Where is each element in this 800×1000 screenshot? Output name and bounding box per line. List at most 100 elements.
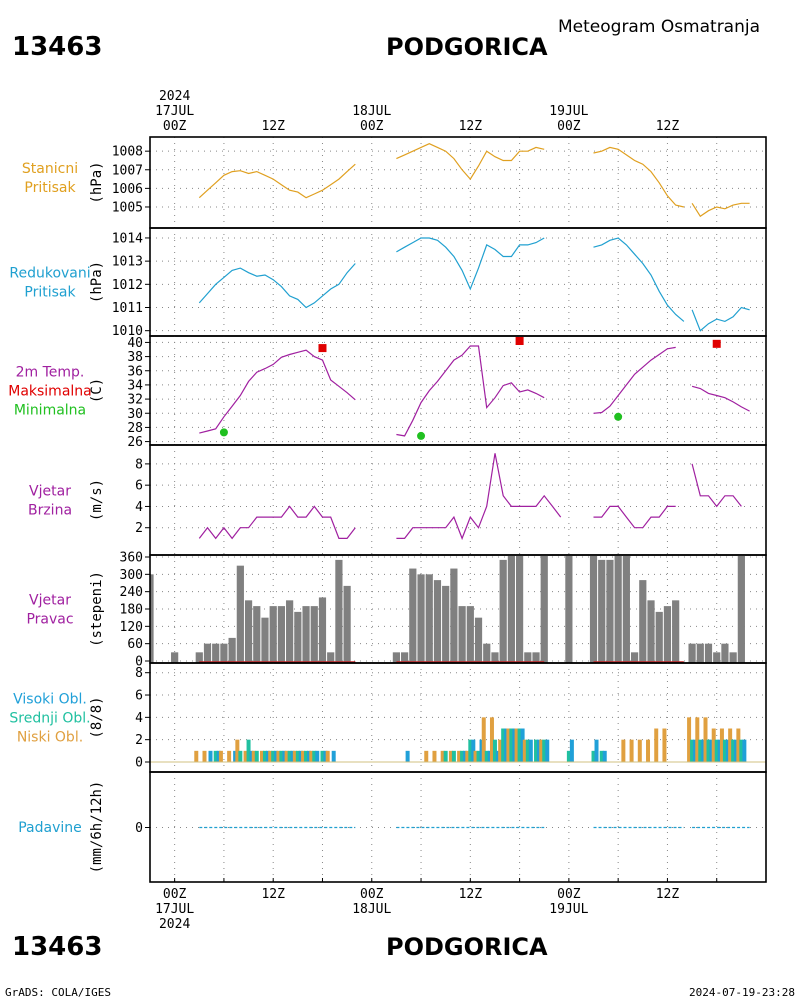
series-line-wind_speed	[691, 463, 742, 508]
cloud-bar	[287, 750, 292, 762]
y-tick-label: 38	[127, 350, 143, 365]
cloud-bar	[525, 739, 530, 762]
top-time-label: 00Z	[163, 119, 187, 134]
y-axis-label: (m/s)	[89, 479, 105, 521]
cloud-bar	[489, 717, 494, 762]
tmax-marker	[515, 337, 524, 345]
wind-direction-bar	[392, 652, 400, 663]
series-line-wind_speed	[198, 505, 356, 540]
top-time-label: 12Z	[459, 119, 483, 134]
series-line-station_pressure	[396, 143, 545, 181]
y-tick-label: 32	[127, 393, 143, 408]
panel-label: Vjetar	[29, 484, 71, 500]
cloud-bar	[292, 750, 297, 762]
cloud-bar	[243, 750, 248, 762]
y-tick-label: 1012	[112, 278, 143, 293]
cloud-bar	[238, 750, 243, 762]
wind-direction-bar	[442, 585, 450, 663]
station-id-bottom: 13463	[12, 932, 102, 962]
cloud-bar	[216, 750, 221, 762]
y-axis-label: (C)	[89, 378, 105, 403]
panel-frame	[149, 335, 767, 446]
y-tick-label: 2	[135, 733, 143, 748]
cloud-bar	[602, 750, 607, 762]
y-axis-label: (hPa)	[89, 161, 105, 203]
y-tick-label: 26	[127, 435, 143, 450]
panel-frame	[149, 444, 767, 556]
plot-area-clouds	[150, 717, 766, 763]
tmin-marker	[614, 412, 623, 421]
wind-direction-bar	[466, 606, 474, 663]
wind-direction-bar	[655, 611, 663, 663]
cloud-bar	[742, 739, 747, 762]
cloud-bar	[424, 750, 429, 762]
y-tick-label: 1005	[112, 200, 143, 215]
cloud-bar	[320, 750, 325, 762]
bottom-time-label: 18JUL	[352, 902, 391, 917]
y-tick-label: 60	[127, 637, 143, 652]
cloud-bar	[249, 750, 254, 762]
panel-station_pressure: 1005 1006 1007 1008 (hPa) Stanicni Pritisak	[22, 136, 767, 229]
y-tick-label: 40	[127, 336, 143, 351]
cloud-bar	[309, 750, 314, 762]
station-id-top: 13463	[12, 32, 102, 62]
panel-label: Pritisak	[24, 285, 76, 301]
cloud-bar	[725, 739, 730, 762]
wind-direction-bar	[532, 652, 540, 663]
y-tick-label: 120	[120, 620, 143, 635]
y-tick-label: 1010	[112, 324, 143, 339]
y-axis-label: (mm/6h/12h)	[89, 781, 105, 874]
cloud-bar	[739, 739, 744, 762]
panel-label: Stanicni	[22, 161, 78, 177]
wind-direction-bar	[327, 652, 335, 663]
top-time-label: 00Z	[557, 119, 581, 134]
y-tick-label: 34	[127, 378, 143, 393]
wind-direction-bar	[524, 652, 532, 663]
wind-direction-bar	[310, 606, 318, 663]
cloud-bar	[512, 728, 517, 762]
cloud-bar	[514, 728, 519, 762]
cloud-bar	[566, 750, 571, 762]
y-axis-label: (stepeni)	[89, 571, 105, 647]
cloud-bar	[194, 750, 199, 762]
panel-label: Pritisak	[24, 180, 76, 196]
wind-direction-bar	[721, 643, 729, 663]
cloud-bar	[271, 750, 276, 762]
panel-label: Srednji Obl.	[9, 711, 90, 727]
y-tick-label: 1006	[112, 182, 143, 197]
cloud-bar	[315, 750, 320, 762]
cloud-bar	[465, 750, 470, 762]
plot-area-wind_direction	[150, 555, 745, 663]
wind-direction-bar	[343, 585, 351, 663]
wind-direction-bar	[253, 606, 261, 663]
wind-direction-bar	[261, 617, 269, 663]
wind-direction-bar	[474, 617, 483, 663]
cloud-bar	[517, 728, 522, 762]
cloud-bar	[731, 739, 736, 762]
cloud-bar	[722, 739, 727, 762]
plot-area-temperature	[199, 345, 750, 437]
series-line-reduced_pressure	[396, 237, 545, 291]
wind-direction-bar	[713, 652, 721, 663]
series-line-reduced_pressure	[691, 306, 750, 332]
y-tick-label: 0	[135, 756, 143, 771]
wind-direction-bar	[425, 574, 433, 663]
series-line-wind_speed	[396, 453, 562, 541]
chart-title: Meteogram Osmatranja	[558, 17, 760, 37]
series-line-wind_speed	[593, 505, 676, 529]
panel-label: 2m Temp.	[16, 365, 85, 381]
cloud-bar	[487, 750, 492, 762]
top-time-label: 12Z	[261, 119, 285, 134]
y-tick-label: 6	[135, 689, 143, 704]
wind-direction-bar	[195, 652, 203, 663]
series-line-reduced_pressure	[198, 263, 356, 309]
bottom-time-label: 2024	[159, 917, 190, 932]
wind-direction-bar	[433, 580, 442, 663]
bottom-time-label: 12Z	[656, 887, 680, 902]
wind-direction-bar	[614, 555, 622, 663]
wind-direction-bar	[286, 600, 294, 663]
cloud-bar	[542, 739, 547, 762]
cloud-bar	[304, 750, 309, 762]
cloud-bar	[484, 750, 489, 762]
